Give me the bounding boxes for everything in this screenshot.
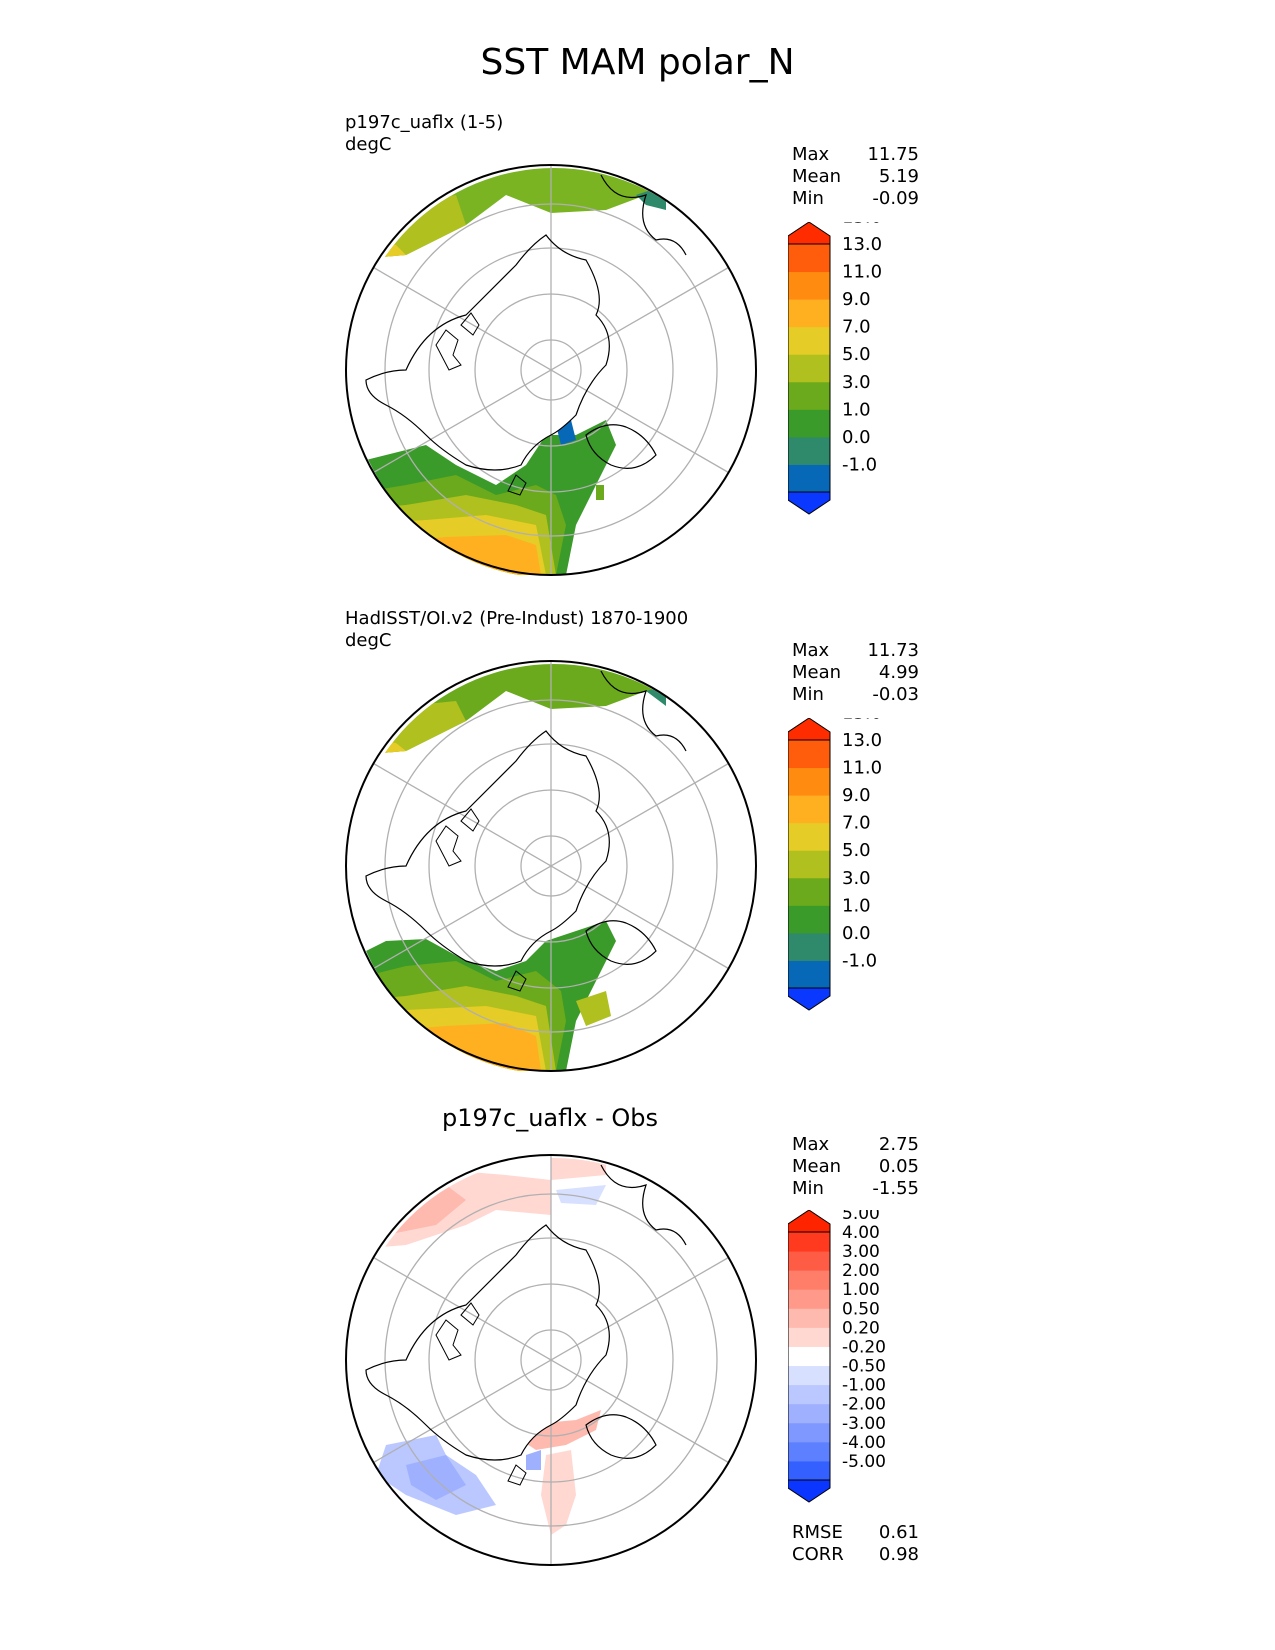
colorbar-swatch [788,244,830,273]
colorbar-tick-label: 0.0 [842,427,871,448]
colorbar-over-arrow [788,222,831,245]
figure-title: SST MAM polar_N [480,42,795,83]
stats-box: Max 2.75 Mean 0.05 Min -1.55 [792,1134,919,1199]
colorbar-swatch [788,436,830,465]
polar-map [345,164,757,576]
colorbar-swatch [788,1251,830,1271]
colorbar: -5.00-4.00-3.00-2.00-1.00-0.50-0.200.200… [788,1210,886,1503]
colorbar-tick-label: 5.00 [842,1210,880,1224]
colorbar-tick-label: 9.0 [842,785,871,806]
colorbar-swatch [788,326,830,355]
colorbar-tick-label: -3.00 [842,1414,886,1434]
colorbar-swatch [788,1232,830,1252]
colorbar-swatch [788,409,830,438]
colorbar-swatch [788,1422,830,1443]
colorbar-tick-label: 2.00 [842,1261,880,1281]
colorbar-tick-label: 1.0 [842,895,871,916]
panel-diff: p197c_uaflx - Obs Max 2.75 Mean 0.05 Min -1… [0,1104,1275,1574]
colorbar-swatch [788,767,830,796]
colorbar-swatch [788,271,830,300]
colorbar-swatch [788,877,830,906]
colorbar-under-arrow [788,491,831,515]
colorbar-swatch [788,905,830,934]
colorbar-swatch [788,822,830,851]
colorbar-swatch [788,1308,830,1328]
colorbar-over-arrow [788,1210,831,1233]
colorbar-swatch [788,1270,830,1290]
colorbar-tick-label: 11.0 [842,758,882,779]
colorbar-tick-label: 9.0 [842,289,871,310]
colorbar-tick-label: 13.0 [842,234,882,255]
colorbar-tick-label: 3.0 [842,868,871,889]
colorbar-tick-label: 15.0 [842,718,882,723]
colorbar-tick-label: -0.50 [842,1357,886,1377]
colorbar-tick-label: -4.00 [842,1433,886,1453]
colorbar-tick-label: 7.0 [842,813,871,834]
stats-box: Max 11.73 Mean 4.99 Min -0.03 [792,640,919,705]
colorbar-tick-label: 3.0 [842,372,871,393]
colorbar-tick-label: 5.0 [842,344,871,365]
colorbar-tick-label: 1.0 [842,399,871,420]
colorbar-tick-label: 11.0 [842,262,882,283]
colorbar-swatch [788,932,830,961]
colorbar-under-arrow [788,1479,831,1503]
colorbar-tick-label: 4.00 [842,1223,880,1243]
colorbar-swatch [788,850,830,879]
colorbar-tick-label: -2.00 [842,1395,886,1415]
colorbar-swatch [788,795,830,824]
colorbar-tick-label: 0.0 [842,923,871,944]
panel-title: p197c_uaflx - Obs [441,1104,659,1132]
colorbar-tick-label: 3.00 [842,1242,880,1262]
colorbar-swatch [788,1384,830,1405]
panel-model: p197c_uaflx (1-5) degC Max 11.75 Mean 5.19… [0,112,1275,582]
colorbar-outline [788,243,831,493]
colorbar-swatch [788,1403,830,1424]
panel-title: HadISST/OI.v2 (Pre-Indust) 1870-1900 deg… [345,608,689,651]
colorbar-tick-label: -1.0 [842,950,877,971]
polar-map [345,1154,757,1566]
panel-title: p197c_uaflx (1-5) degC [345,112,504,155]
panel-obs: HadISST/OI.v2 (Pre-Indust) 1870-1900 deg… [0,608,1275,1078]
colorbar-tick-label: -1.00 [842,1376,886,1396]
colorbar-swatch [788,1327,830,1347]
colorbar-swatch [788,354,830,383]
colorbar-swatch [788,1441,830,1462]
colorbar-outline [788,1231,831,1481]
colorbar-swatch [788,381,830,410]
colorbar-tick-label: -0.20 [842,1337,886,1357]
colorbar: -1.0 0.0 1.0 3.0 5.0 7.0 9.0 11.0 13.0 15.0 [788,718,882,1011]
colorbar-swatch [788,960,830,989]
colorbar-tick-label: 7.0 [842,317,871,338]
colorbar-over-arrow [788,718,831,741]
colorbar-under-arrow [788,987,831,1011]
colorbar-swatch [788,1365,830,1386]
polar-map [345,660,757,1072]
colorbar-tick-label: -5.00 [842,1452,886,1472]
colorbar-tick-label: 15.0 [842,222,882,227]
colorbar-swatch [788,1289,830,1309]
colorbar-swatch [788,464,830,493]
colorbar-tick-label: 5.0 [842,840,871,861]
colorbar-swatch [788,299,830,328]
colorbar-tick-label: 0.20 [842,1318,880,1338]
metrics-box: RMSE 0.61 CORR 0.98 [792,1522,919,1565]
colorbar-tick-label: 13.0 [842,730,882,751]
colorbar-swatch [788,1460,830,1481]
colorbar-swatch [788,740,830,769]
colorbar-swatch [788,1346,830,1367]
stats-box: Max 11.75 Mean 5.19 Min -0.09 [792,144,919,209]
colorbar: -1.0 0.0 1.0 3.0 5.0 7.0 9.0 11.0 13.0 15.0 [788,222,882,515]
colorbar-tick-label: 0.50 [842,1299,880,1319]
colorbar-tick-label: 1.00 [842,1280,880,1300]
colorbar-outline [788,739,831,989]
colorbar-tick-label: -1.0 [842,454,877,475]
